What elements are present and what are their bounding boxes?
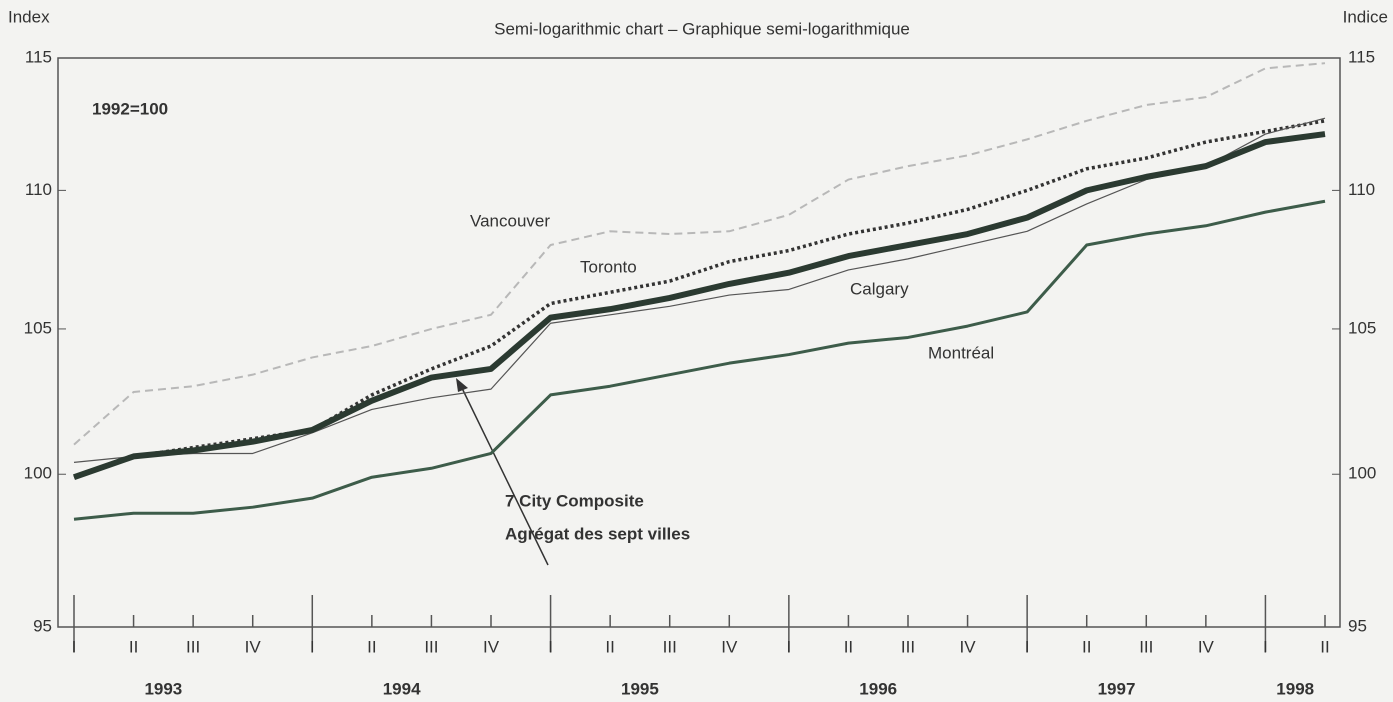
y2-tick-label: 110 — [1348, 180, 1375, 199]
y2-axis-label: Indice — [1343, 7, 1388, 26]
x-tick-label: III — [186, 637, 200, 656]
x-tick-label: II — [1320, 637, 1329, 656]
base-note: 1992=100 — [92, 99, 168, 118]
y-tick-label: 100 — [24, 464, 52, 483]
series-label: Vancouver — [470, 211, 550, 230]
arrow-head — [456, 378, 468, 392]
x-tick-label: III — [424, 637, 438, 656]
line-series — [73, 119, 1326, 479]
year-label: 1996 — [859, 679, 897, 698]
chart-title: Semi-logarithmic chart – Graphique semi-… — [494, 19, 910, 38]
x-tick-label: II — [129, 637, 138, 656]
y-tick-label: 115 — [25, 47, 52, 66]
year-label: 1995 — [621, 679, 659, 698]
series-label: 7 City Composite — [505, 491, 644, 510]
series-label-fr: Agrégat des sept villes — [505, 524, 690, 543]
x-tick-label: II — [1082, 637, 1091, 656]
line-series — [73, 117, 1326, 463]
x-tick-label: II — [605, 637, 614, 656]
y2-tick-label: 115 — [1348, 47, 1375, 66]
year-label: 1998 — [1276, 679, 1314, 698]
x-tick-label: I — [786, 637, 791, 656]
x-tick-label: I — [548, 637, 553, 656]
year-label: 1993 — [144, 679, 182, 698]
x-tick-label: III — [1139, 637, 1153, 656]
x-tick-label: III — [663, 637, 677, 656]
x-tick-label: IV — [960, 637, 977, 656]
x-tick-label: II — [844, 637, 853, 656]
year-label: 1997 — [1098, 679, 1136, 698]
y2-tick-label: 95 — [1348, 616, 1367, 635]
x-tick-label: I — [310, 637, 315, 656]
year-label: 1994 — [383, 679, 421, 698]
y2-tick-label: 105 — [1348, 318, 1376, 337]
x-tick-label: I — [1025, 637, 1030, 656]
y-tick-label: 105 — [24, 318, 52, 337]
x-tick-label: IV — [483, 637, 500, 656]
annotation-arrow — [459, 383, 549, 566]
x-tick-label: I — [1263, 637, 1268, 656]
y-tick-label: 110 — [25, 180, 52, 199]
x-tick-label: III — [901, 637, 915, 656]
line-series — [73, 62, 1326, 446]
x-tick-label: IV — [1198, 637, 1215, 656]
x-tick-label: I — [72, 637, 77, 656]
series-label: Montréal — [928, 343, 994, 362]
y-axis-label: Index — [8, 7, 50, 26]
x-tick-label: IV — [245, 637, 262, 656]
x-tick-label: II — [367, 637, 376, 656]
line-series — [73, 131, 1326, 481]
line-series — [73, 199, 1326, 521]
y-tick-label: 95 — [33, 616, 52, 635]
plot-frame — [57, 57, 1341, 628]
series-label: Calgary — [850, 279, 909, 298]
y2-tick-label: 100 — [1348, 464, 1376, 483]
x-tick-label: IV — [721, 637, 738, 656]
series-label: Toronto — [580, 257, 637, 276]
